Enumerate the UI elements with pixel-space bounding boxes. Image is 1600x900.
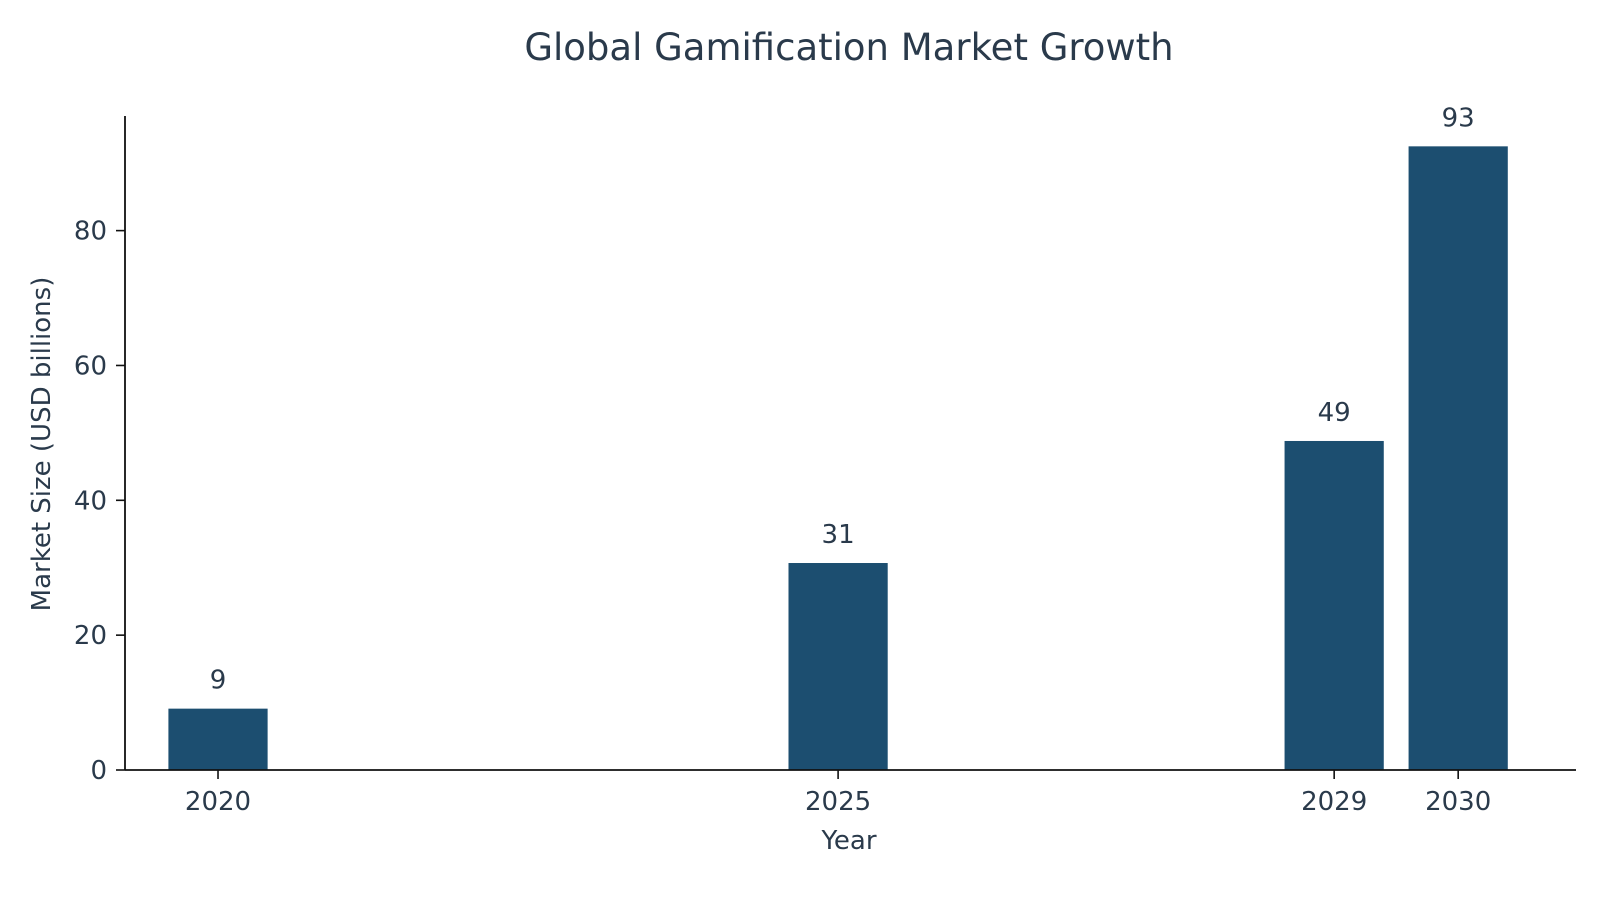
data-label-2025: 31 bbox=[822, 520, 855, 550]
bars-layer bbox=[168, 146, 1508, 770]
data-label-2030: 93 bbox=[1442, 103, 1475, 133]
x-tick-label-2029: 2029 bbox=[1301, 787, 1367, 817]
x-tick-label-2020: 2020 bbox=[185, 787, 251, 817]
bar-2029 bbox=[1284, 440, 1384, 770]
y-tick-label-0: 0 bbox=[90, 756, 107, 786]
x-axis-label: Year bbox=[820, 826, 876, 856]
data-labels-layer: 9 31 49 93 bbox=[210, 103, 1475, 695]
bar-2025 bbox=[788, 563, 888, 770]
y-axis-label: Market Size (USD billions) bbox=[27, 277, 57, 612]
bar-2030 bbox=[1408, 146, 1508, 770]
data-label-2020: 9 bbox=[210, 666, 227, 696]
y-tick-label-80: 80 bbox=[74, 217, 107, 247]
y-tick-label-20: 20 bbox=[74, 621, 107, 651]
chart-title: Global Gamification Market Growth bbox=[524, 26, 1173, 69]
y-tick-label-40: 40 bbox=[74, 486, 107, 516]
data-label-2029: 49 bbox=[1318, 398, 1351, 428]
y-tick-label-60: 60 bbox=[74, 351, 107, 381]
x-tick-label-2030: 2030 bbox=[1425, 787, 1491, 817]
ticks-layer: 2020 2025 2029 2030 0 20 40 60 80 bbox=[74, 217, 1491, 817]
bar-2020 bbox=[168, 708, 268, 770]
x-tick-label-2025: 2025 bbox=[805, 787, 871, 817]
